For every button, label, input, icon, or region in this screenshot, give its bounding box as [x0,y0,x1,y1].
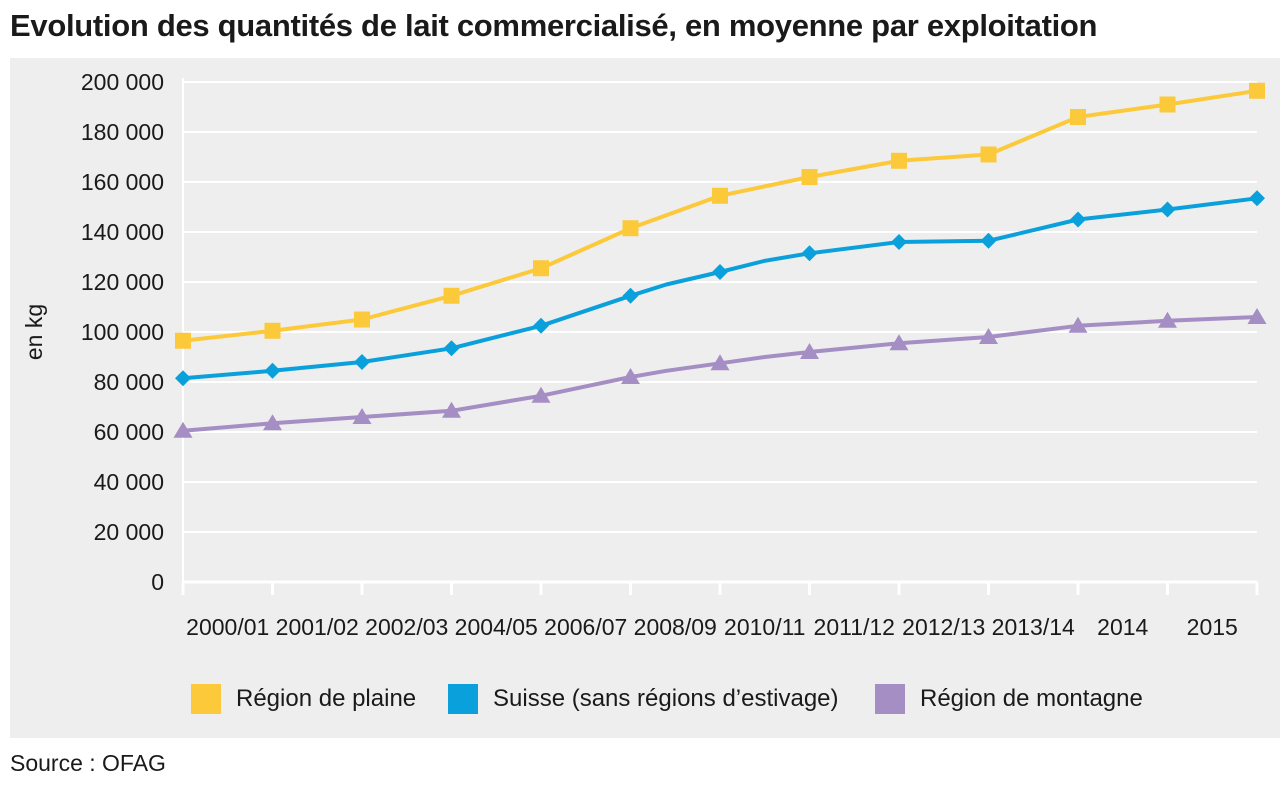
x-tick-label: 2006/07 [544,614,627,640]
x-tick-label: 2010/11 [724,614,805,640]
series-line-suisse [181,196,1259,381]
y-tick-label: 0 [151,569,164,595]
data-point-montagne [979,328,998,344]
data-point-montagne [1247,308,1267,324]
data-point-montagne [1158,311,1177,328]
data-point-suisse [1159,201,1176,218]
x-tick-label: 2008/09 [634,614,717,640]
data-point-suisse [801,245,818,262]
data-point-montagne [531,386,551,403]
legend-item-suisse: Suisse (sans régions d’estivage) [448,684,839,714]
data-point-plaine [264,322,281,339]
data-point-suisse [1249,190,1265,207]
data-point-montagne [352,408,372,424]
data-point-suisse [443,340,460,357]
y-tick-label: 80 000 [94,369,164,395]
data-point-suisse [354,354,370,370]
data-point-plaine [1249,82,1265,99]
y-tick-label: 120 000 [81,269,164,295]
data-point-suisse [533,317,549,334]
x-tick-label: 2000/01 [186,614,269,640]
data-point-montagne [263,414,282,431]
source-note: Source : OFAG [10,750,166,776]
x-tick-label: 2011/12 [814,614,895,640]
data-point-montagne [173,421,193,438]
data-point-montagne [800,343,819,359]
line-chart: 0 20 000 40 000 60 000 80 000 100 000 120 000 1… [10,58,1280,738]
series-line-montagne [181,315,1259,433]
y-tick-label: 40 000 [94,469,164,495]
data-point-montagne [621,368,640,384]
data-point-suisse [175,370,191,387]
data-point-suisse [891,234,907,250]
data-point-plaine [533,260,549,277]
y-tick-label: 200 000 [81,69,164,95]
x-tick-label: 2004/05 [455,614,538,640]
legend-label-plaine: Région de plaine [236,685,417,712]
x-tick-label: 2012/13 [902,614,985,640]
data-point-montagne [889,334,909,351]
y-tick-label: 100 000 [81,319,164,345]
x-tick-label: 2001/02 [276,614,359,640]
legend-swatch-plaine [191,684,221,714]
y-tick-label: 160 000 [81,169,164,195]
x-tick-label: 2015 [1187,614,1238,640]
data-point-plaine [175,332,191,349]
x-tick-label: 2002/03 [365,614,448,640]
data-point-montagne [710,354,730,371]
data-point-plaine [801,169,818,185]
data-point-plaine [980,146,997,163]
y-tick-label: 60 000 [94,419,164,445]
chart-title: Evolution des quantités de lait commerci… [10,8,1098,43]
data-point-plaine [1159,96,1176,113]
y-tick-label: 180 000 [81,119,164,145]
data-point-plaine [712,187,728,204]
data-point-montagne [1068,316,1088,333]
data-point-plaine [891,152,907,169]
x-tick-label: 2014 [1097,614,1148,640]
y-axis-title: en kg [21,304,47,360]
legend-item-montagne: Région de montagne [875,684,1143,714]
chart-panel: 0 20 000 40 000 60 000 80 000 100 000 120 000 1… [10,58,1280,738]
legend-label-montagne: Région de montagne [920,685,1143,712]
data-point-plaine [622,220,639,237]
data-point-suisse [622,287,639,304]
data-point-plaine [443,287,460,304]
legend-label-suisse: Suisse (sans régions d’estivage) [493,685,839,712]
legend-swatch-montagne [875,684,905,714]
data-point-plaine [354,311,370,328]
legend-swatch-suisse [448,684,478,714]
data-point-suisse [1070,211,1086,228]
legend-item-plaine: Région de plaine [191,684,416,714]
chart-svg: 0 20 000 40 000 60 000 80 000 100 000 120 000 1… [21,69,1267,640]
chart-legend: Région de plaine Suisse (sans régions d’… [10,678,1280,718]
data-point-suisse [712,264,728,280]
x-tick-label: 2013/14 [992,614,1075,640]
data-point-montagne [442,401,461,418]
data-point-suisse [980,232,997,249]
data-point-suisse [264,362,281,379]
data-point-plaine [1070,109,1086,125]
y-tick-label: 140 000 [81,219,164,245]
y-tick-label: 20 000 [94,519,164,545]
